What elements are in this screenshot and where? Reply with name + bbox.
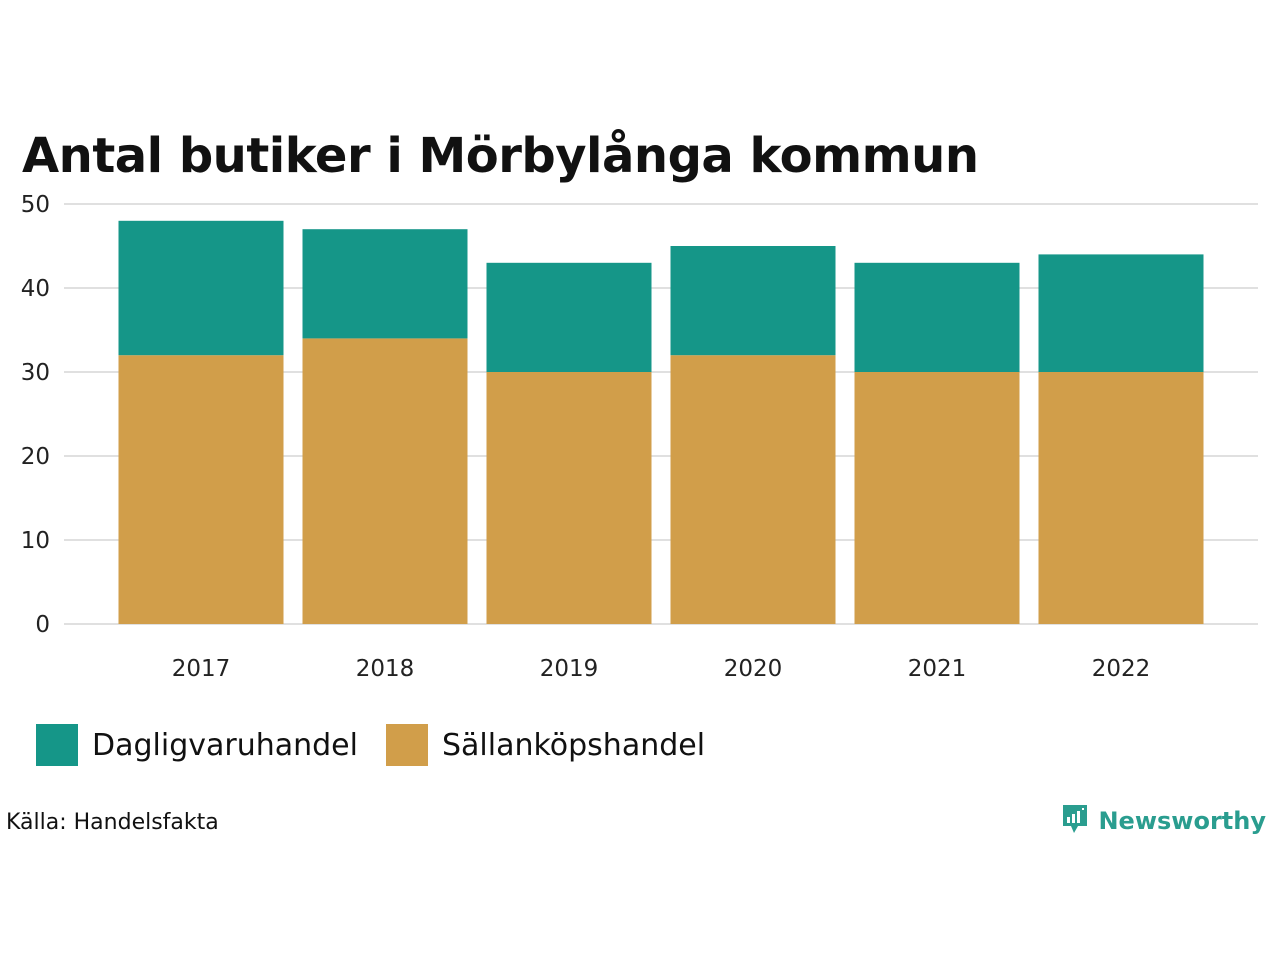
legend-label-dagligvaruhandel: Dagligvaruhandel — [92, 727, 358, 763]
y-tick-label: 10 — [21, 528, 50, 554]
bar-dagligvaruhandel-2022 — [1038, 254, 1204, 372]
legend-label-sallankopshandel: Sällanköpshandel — [441, 727, 706, 763]
y-tick-label: 0 — [35, 612, 50, 638]
x-tick-label: 2020 — [724, 656, 783, 682]
y-tick-label: 50 — [21, 192, 50, 218]
legend-item-sallankopshandel: Sällanköpshandel — [385, 724, 706, 766]
legend-item-dagligvaruhandel: Dagligvaruhandel — [36, 724, 358, 766]
y-tick-label: 30 — [21, 360, 50, 386]
newsworthy-logo-icon — [1060, 802, 1090, 840]
bars — [118, 220, 1204, 624]
bar-dagligvaruhandel-2021 — [854, 262, 1020, 372]
bar-dagligvaruhandel-2020 — [670, 246, 836, 356]
x-tick-label: 2017 — [172, 656, 231, 682]
bar-sallankopshandel-2022 — [1038, 372, 1204, 624]
y-tick-label: 20 — [21, 444, 50, 470]
bar-dagligvaruhandel-2018 — [302, 229, 468, 339]
legend-swatch-sallankopshandel — [385, 724, 428, 766]
x-tick-label: 2019 — [540, 656, 599, 682]
legend: Dagligvaruhandel Sällanköpshandel — [36, 724, 733, 766]
bar-sallankopshandel-2019 — [486, 372, 652, 624]
bar-sallankopshandel-2018 — [302, 338, 468, 624]
x-tick-label: 2018 — [356, 656, 415, 682]
bar-sallankopshandel-2017 — [118, 355, 284, 624]
source-note: Källa: Handelsfakta — [6, 810, 219, 835]
legend-swatch-dagligvaruhandel — [36, 724, 78, 766]
y-axis-ticks: 0 10 20 30 40 50 — [21, 192, 50, 638]
bar-sallankopshandel-2020 — [670, 355, 836, 624]
bar-chart: 0 10 20 30 40 50 2017 2018 2019 2020 2021 2022 — [21, 192, 1258, 682]
x-axis-ticks: 2017 2018 2019 2020 2021 2022 — [172, 656, 1151, 682]
bar-dagligvaruhandel-2019 — [486, 262, 652, 372]
brand-logo[interactable]: Newsworthy — [1060, 802, 1266, 840]
brand-name: Newsworthy — [1098, 807, 1266, 835]
bar-dagligvaruhandel-2017 — [118, 220, 284, 356]
y-tick-label: 40 — [21, 276, 50, 302]
x-tick-label: 2022 — [1092, 656, 1151, 682]
chart-title: Antal butiker i Mörbylånga kommun — [22, 128, 979, 184]
bar-sallankopshandel-2021 — [854, 372, 1020, 624]
x-tick-label: 2021 — [908, 656, 967, 682]
